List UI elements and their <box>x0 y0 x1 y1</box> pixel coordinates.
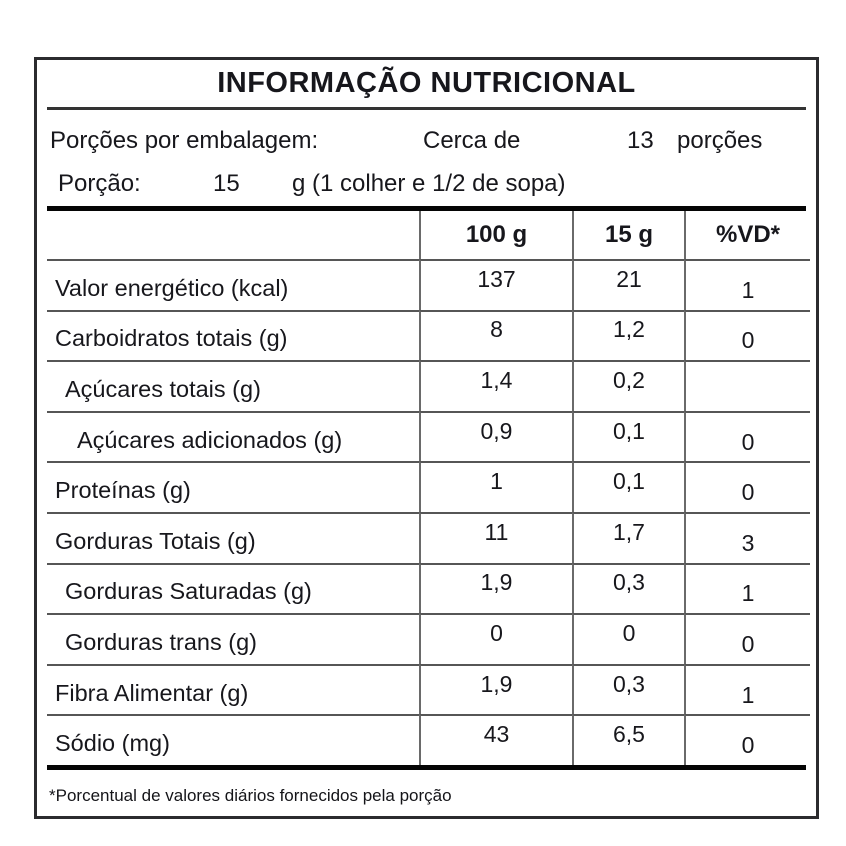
nutrient-row-label: Sódio (mg) <box>47 714 419 765</box>
table-top-rule <box>47 206 806 211</box>
nutrient-value-15g: 21 <box>572 259 684 310</box>
servings-per-package-row: Porções por embalagem: Cerca de 13 porçõ… <box>47 120 806 162</box>
daily-value-footnote: *Porcentual de valores diários fornecido… <box>49 785 452 805</box>
nutrient-row-label: Açúcares totais (g) <box>47 360 419 411</box>
nutrient-row-label: Gorduras Totais (g) <box>47 511 419 563</box>
nutrient-value-100g: 1 <box>419 461 572 512</box>
nutrient-value-15g: 0,3 <box>572 562 684 614</box>
nutrient-value-vd: 0 <box>684 410 810 462</box>
nutrient-value-100g: 11 <box>419 511 572 563</box>
title-divider <box>47 107 806 110</box>
nutrient-value-100g: 1,9 <box>419 562 572 614</box>
header-col-vd: %VD* <box>684 211 810 259</box>
nutrient-value-100g: 1,9 <box>419 663 572 715</box>
nutrient-value-100g: 8 <box>419 309 572 361</box>
nutrient-value-vd: 0 <box>684 461 810 512</box>
nutrient-value-100g: 137 <box>419 259 572 310</box>
header-col-100g: 100 g <box>419 211 572 259</box>
nutrient-value-15g: 6,5 <box>572 714 684 765</box>
nutrient-value-vd: 1 <box>684 562 810 614</box>
portion-row: Porção: 15 g (1 colher e 1/2 de sopa) <box>47 162 806 206</box>
nutrient-value-15g: 1,7 <box>572 511 684 563</box>
portion-amount: 15 <box>213 170 240 197</box>
nutrient-value-vd: 1 <box>684 259 810 310</box>
nutrient-value-vd: 3 <box>684 511 810 563</box>
nutrient-value-15g: 0,1 <box>572 410 684 462</box>
nutrient-row-label: Gorduras trans (g) <box>47 613 419 664</box>
nutrient-value-vd: 0 <box>684 309 810 361</box>
header-col-15g: 15 g <box>572 211 684 259</box>
nutrient-value-100g: 0 <box>419 613 572 664</box>
nutrition-label-card: INFORMAÇÃO NUTRICIONAL Porções por embal… <box>34 57 819 819</box>
nutrient-value-15g: 1,2 <box>572 309 684 361</box>
nutrient-value-100g: 43 <box>419 714 572 765</box>
nutrient-row-label: Proteínas (g) <box>47 461 419 512</box>
servings-unit: porções <box>677 127 763 154</box>
portion-detail: g (1 colher e 1/2 de sopa) <box>292 170 566 197</box>
nutrient-row-label: Carboidratos totais (g) <box>47 309 419 361</box>
nutrient-value-15g: 0 <box>572 613 684 664</box>
portion-label: Porção: <box>58 170 141 197</box>
nutrition-label-content: INFORMAÇÃO NUTRICIONAL Porções por embal… <box>37 60 816 816</box>
nutrient-row-label: Fibra Alimentar (g) <box>47 663 419 715</box>
table-bottom-rule <box>47 764 806 770</box>
nutrient-value-vd: 0 <box>684 613 810 664</box>
servings-count: 13 <box>627 127 654 154</box>
nutrition-table: 100 g 15 g %VD* Valor energético (kcal) … <box>47 211 810 765</box>
nutrition-title: INFORMAÇÃO NUTRICIONAL <box>217 67 636 99</box>
nutrient-value-vd: 1 <box>684 663 810 715</box>
nutrient-row-label: Valor energético (kcal) <box>47 259 419 310</box>
nutrient-value-15g: 0,3 <box>572 663 684 715</box>
nutrient-value-vd: 0 <box>684 714 810 765</box>
nutrient-row-label: Gorduras Saturadas (g) <box>47 562 419 614</box>
servings-label: Porções por embalagem: <box>50 127 319 154</box>
nutrient-value-15g: 0,2 <box>572 360 684 411</box>
nutrient-row-label: Açúcares adicionados (g) <box>47 410 419 462</box>
nutrient-value-15g: 0,1 <box>572 461 684 512</box>
nutrient-value-100g: 1,4 <box>419 360 572 411</box>
header-empty-cell <box>47 211 419 259</box>
nutrient-value-vd <box>684 360 810 411</box>
nutrient-value-100g: 0,9 <box>419 410 572 462</box>
servings-approx: Cerca de <box>423 127 521 154</box>
